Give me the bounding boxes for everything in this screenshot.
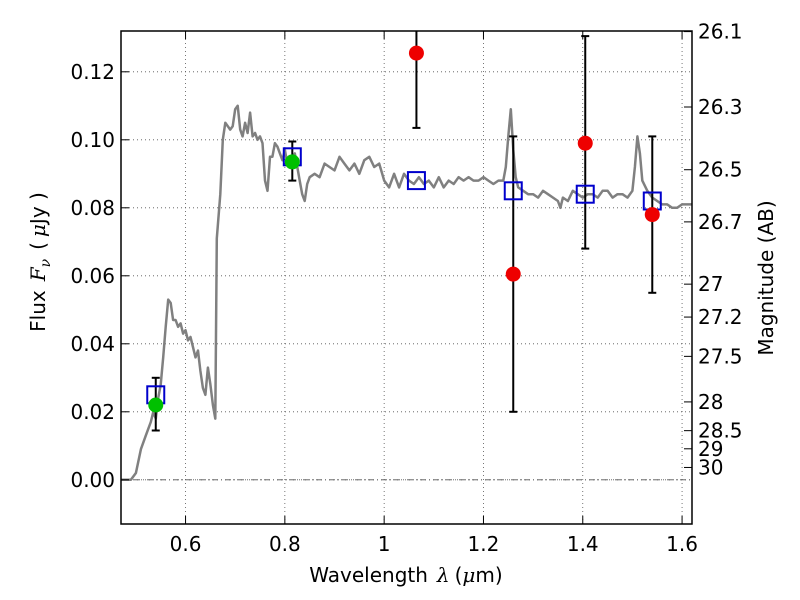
- magnitude-tick-label: 27.2: [698, 305, 743, 329]
- x-tick-label: 1.6: [666, 532, 698, 556]
- magnitude-tick-label: 28: [698, 390, 723, 414]
- x-tick-label: 0.8: [269, 532, 301, 556]
- y-tick-label: 0.06: [70, 264, 115, 288]
- magnitude-tick-label: 29: [698, 437, 723, 461]
- magnitude-tick-label: 28.5: [698, 419, 743, 443]
- y-tick-label: 0.12: [70, 60, 115, 84]
- y-tick-label: 0.02: [70, 400, 115, 424]
- x-tick-labels: 0.6 0.8 1 1.2 1.4 1.6: [170, 532, 698, 556]
- magnitude-axis-title: Magnitude (AB): [754, 200, 778, 355]
- observed-points: [148, 45, 660, 413]
- plot-frame: [120, 30, 693, 525]
- sed-model-layer: [121, 104, 692, 482]
- model-flux-boxes: [146, 147, 662, 405]
- magnitude-tick-label: 30: [698, 455, 723, 479]
- sed-model-line: [121, 104, 692, 482]
- magnitude-tick-label: 27.5: [698, 344, 743, 368]
- magnitude-tick-label: 26.1: [698, 20, 743, 44]
- grid-lines: [121, 31, 692, 524]
- x-tick-label: 1.4: [567, 532, 599, 556]
- nondetection-point: [408, 45, 424, 61]
- nondetection-point: [644, 207, 660, 223]
- model-flux-box: [575, 184, 595, 204]
- x-tick-label: 1.2: [468, 532, 500, 556]
- model-flux-box: [503, 181, 523, 201]
- x-tick-label: 1: [378, 532, 391, 556]
- y-tick-label: 0.08: [70, 196, 115, 220]
- y-tick-labels: 0.00 0.02 0.04 0.06 0.08 0.10 0.12: [70, 60, 115, 492]
- x-axis-title: Wavelength λ (μm): [309, 563, 502, 587]
- magnitude-tick-label: 26.3: [698, 95, 743, 119]
- error-bars: [151, 31, 657, 432]
- nondetection-point: [577, 135, 593, 151]
- nondetection-point: [505, 266, 521, 282]
- y-axis-title: FluxFν(μJy ): [26, 192, 54, 332]
- magnitude-tick-label: 26.5: [698, 158, 743, 182]
- detection-point: [284, 154, 300, 170]
- y-tick-label: 0.04: [70, 332, 115, 356]
- y-tick-label: 0.10: [70, 128, 115, 152]
- tick-marks: [121, 31, 692, 524]
- model-flux-box: [406, 171, 426, 191]
- y-tick-label: 0.00: [70, 468, 115, 492]
- detection-point: [148, 397, 164, 413]
- x-tick-label: 0.6: [170, 532, 202, 556]
- magnitude-tick-label: 26.7: [698, 210, 743, 234]
- magnitude-tick-label: 27: [698, 272, 723, 296]
